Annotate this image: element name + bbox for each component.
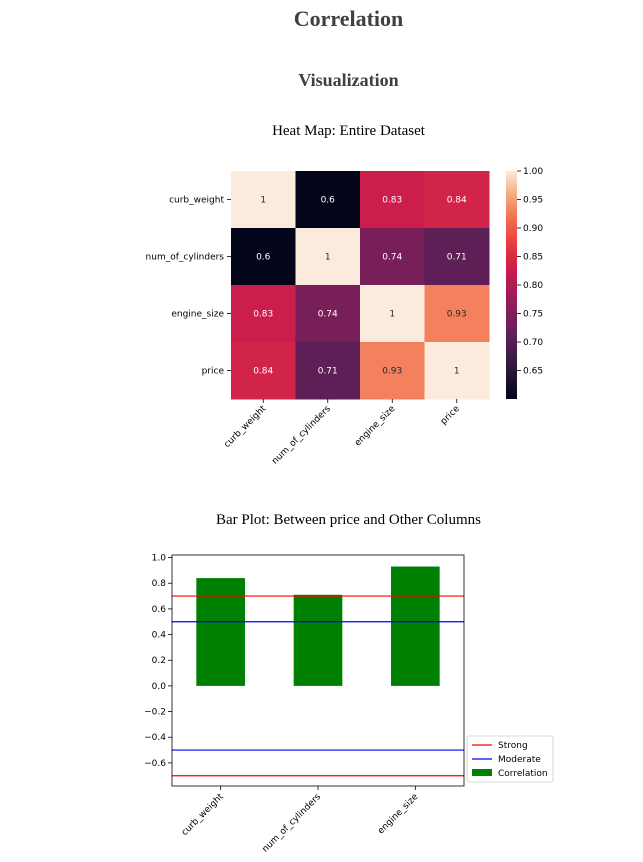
y-tick-label: 0.6	[152, 605, 167, 615]
legend-label: Correlation	[498, 769, 548, 779]
heatmap-title: Heat Map: Entire Dataset	[272, 123, 425, 139]
heatmap-cell-label: 0.6	[321, 196, 336, 206]
x-tick-label: engine_size	[376, 792, 421, 837]
heatmap-cell	[360, 228, 425, 286]
heatmap-cell-label: 0.93	[382, 367, 402, 377]
x-tick-label: num_of_cylinders	[261, 792, 324, 855]
heatmap-cell-label: 0.74	[382, 253, 402, 263]
y-tick-label: −0.2	[144, 708, 166, 718]
heatmap-cell-label: 0.84	[253, 367, 273, 377]
x-tick-label: curb_weight	[180, 792, 226, 838]
heatmap-cell-label: 0.74	[318, 310, 338, 320]
heatmap-cell	[231, 342, 296, 400]
legend-label: Moderate	[498, 755, 541, 765]
heatmap-cell-label: 1	[454, 367, 460, 377]
y-tick-label: 1.0	[152, 554, 167, 564]
correlation-bar	[196, 578, 245, 686]
colorbar-tick-label: 0.85	[523, 253, 543, 263]
heatmap-cell-label: 0.83	[382, 196, 402, 206]
heatmap-cell	[231, 228, 296, 286]
heatmap-cell-label: 0.6	[256, 253, 271, 263]
heatmap-cell	[231, 285, 296, 343]
heatmap-cell	[295, 228, 361, 286]
page-title: Correlation	[293, 6, 404, 31]
legend-label: Strong	[498, 741, 528, 751]
heatmap-cell-label: 0.93	[447, 310, 467, 320]
heatmap-cell	[424, 171, 490, 229]
heatmap-cell	[295, 171, 361, 229]
y-tick-label: 0.2	[152, 656, 166, 666]
colorbar-tick-label: 0.90	[523, 224, 543, 234]
heatmap-cell-label: 1	[389, 310, 395, 320]
correlation-bar	[391, 566, 440, 686]
heatmap-cell-label: 1	[325, 253, 331, 263]
heatmap-cell	[295, 285, 361, 343]
y-tick-label: −0.4	[144, 733, 166, 743]
heatmap-row-label: price	[202, 367, 225, 377]
legend-swatch-correlation	[472, 769, 492, 776]
colorbar-tick-label: 0.65	[523, 367, 543, 377]
y-tick-label: 0.4	[152, 631, 167, 641]
colorbar-tick-label: 1.00	[523, 167, 543, 177]
colorbar-tick-label: 0.75	[523, 310, 543, 320]
heatmap-row-label: num_of_cylinders	[146, 253, 225, 263]
legend: Strong Moderate Correlation	[466, 735, 554, 783]
heatmap-cell-label: 0.71	[447, 253, 467, 263]
heatmap-cell	[424, 342, 490, 400]
colorbar-tick-label: 0.95	[523, 196, 543, 206]
heatmap-col-label: price	[439, 404, 462, 427]
heatmap-col-label: engine_size	[353, 404, 398, 449]
y-tick-label: −0.6	[144, 759, 166, 769]
colorbar-tick-label: 0.70	[523, 338, 543, 348]
heatmap-col-label: curb_weight	[222, 404, 268, 450]
heatmap-cell	[360, 285, 425, 343]
correlation-bar	[293, 594, 343, 686]
heatmap-cell-label: 1	[260, 196, 266, 206]
section-title: Visualization	[298, 70, 399, 90]
heatmap-row-label: engine_size	[171, 310, 224, 320]
heatmap-cell	[295, 342, 361, 400]
colorbar	[506, 171, 517, 399]
y-tick-label: 0.8	[152, 579, 167, 589]
heatmap-row-label: curb_weight	[169, 196, 224, 206]
heatmap-chart: 1 0.6 0.83 0.84 0.6 1 0.74 0.71 0.83 0.74 1 0.93 0.8…	[146, 167, 544, 467]
heatmap-cell-label: 0.71	[318, 367, 338, 377]
heatmap-cell	[360, 342, 425, 400]
barplot-title: Bar Plot: Between price and Other Column…	[216, 512, 481, 528]
y-tick-label: 0.0	[152, 682, 167, 692]
bar-chart: −0.6 −0.4 −0.2 0.0 0.2 0.4 0.6 0.8 1.0 curb_weigh…	[144, 554, 554, 855]
heatmap-cell	[231, 171, 296, 229]
heatmap-cell	[360, 171, 425, 229]
heatmap-cell	[424, 285, 490, 343]
heatmap-cell-label: 0.83	[253, 310, 273, 320]
colorbar-tick-label: 0.80	[523, 281, 543, 291]
heatmap-cell	[424, 228, 490, 286]
heatmap-cell-label: 0.84	[447, 196, 467, 206]
heatmap-col-label: num_of_cylinders	[270, 404, 333, 467]
